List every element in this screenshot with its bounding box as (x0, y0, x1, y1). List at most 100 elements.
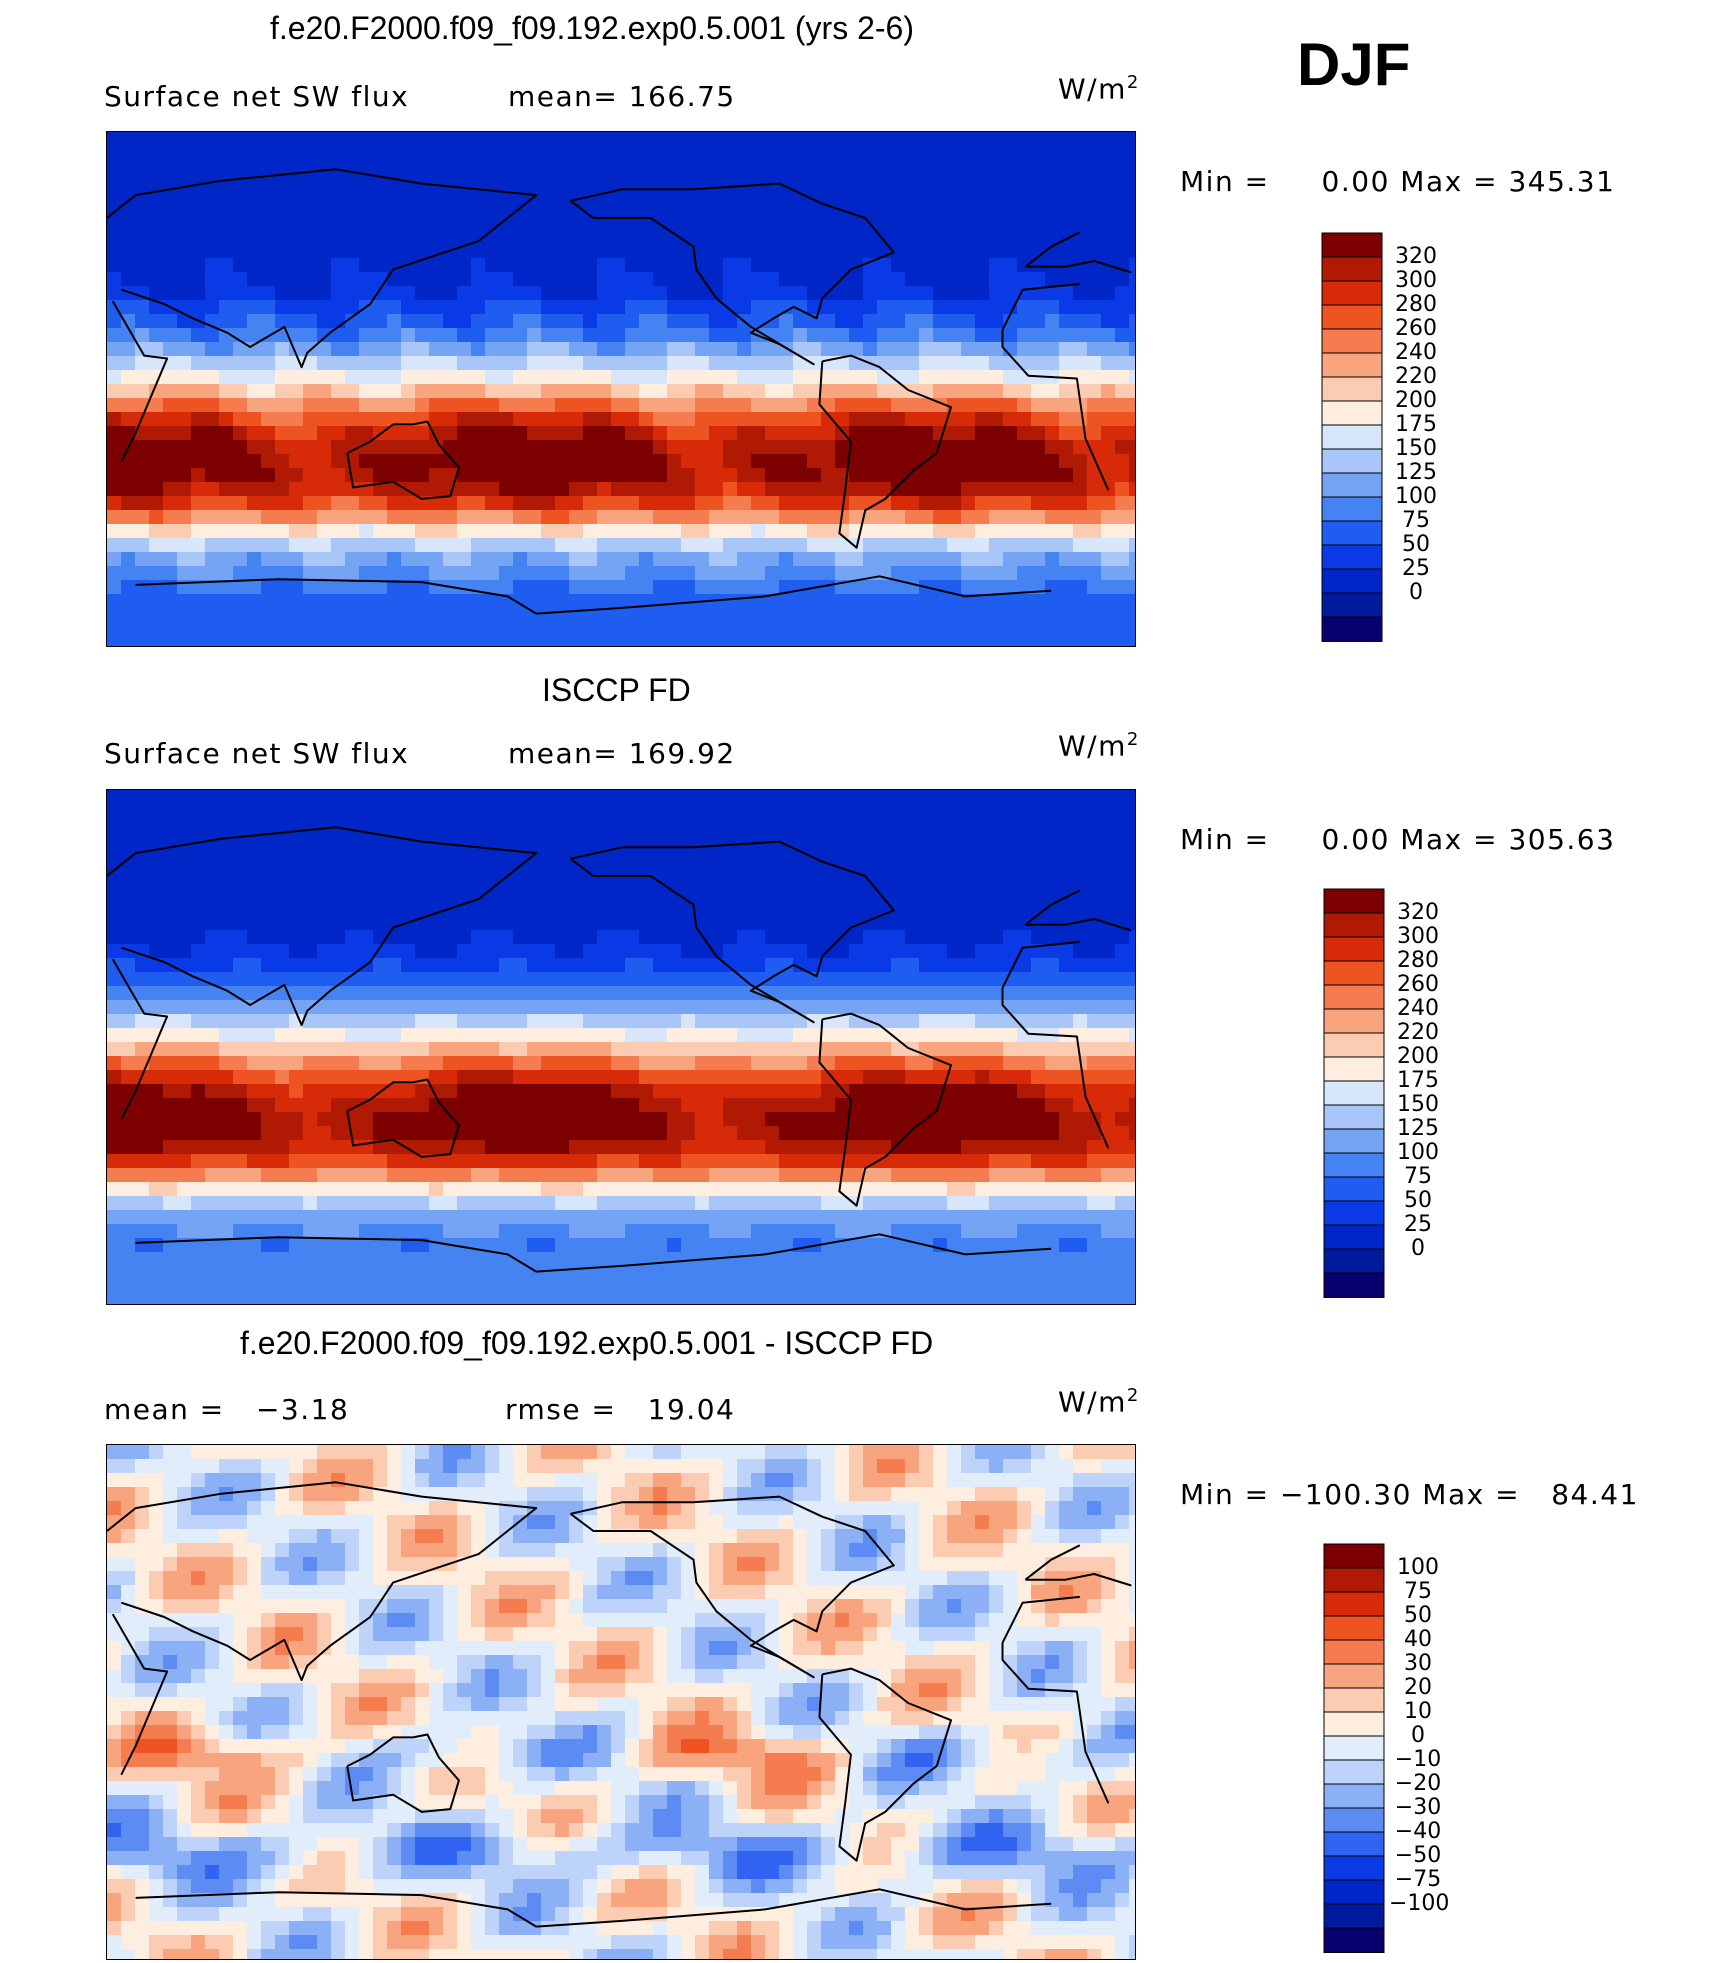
colorbar-swatch (1323, 1615, 1385, 1641)
coastline (1001, 329, 1110, 491)
colorbar-swatch (1321, 376, 1383, 402)
colorbar-tick-label: 150 (1395, 436, 1437, 461)
coastline (111, 958, 169, 1121)
coastline (135, 1236, 537, 1273)
colorbar-swatch (1323, 1567, 1385, 1593)
field-cells (107, 132, 1135, 646)
coastlines (107, 168, 1132, 615)
colorbar-tick-label: 280 (1397, 948, 1439, 973)
colorbar-swatches (1323, 888, 1385, 1298)
colorbar-swatch (1323, 1927, 1385, 1953)
colorbar-tick-label: 220 (1395, 364, 1437, 389)
colorbar-swatch (1321, 352, 1383, 378)
coastline (1024, 231, 1081, 268)
colorbar-tick-label: 260 (1397, 972, 1439, 997)
colorbar-swatch (1323, 960, 1385, 986)
mean-label: mean= 169.92 (508, 737, 736, 770)
colorbar-tick-label: 300 (1395, 268, 1437, 293)
coastlines (107, 826, 1132, 1273)
colorbar-swatch (1321, 280, 1383, 306)
colorbar-tick-label: 0 (1411, 1723, 1425, 1748)
colorbar-swatch (1323, 1224, 1385, 1250)
coastline (569, 840, 895, 1024)
units-label: W/m2 (1058, 729, 1140, 763)
colorbar-tick-label: 175 (1397, 1068, 1439, 1093)
colorbar-swatch (1321, 424, 1383, 450)
colorbar-tick-label: 75 (1404, 1164, 1432, 1189)
colorbar-swatch (1323, 1735, 1385, 1761)
coastline (1001, 1595, 1080, 1644)
panel-title: ISCCP FD (542, 672, 691, 708)
colorbar: 100 75 50 40 30 20 10 0 −10 −20 −30 −40 −50 −75 −100 (1323, 1543, 1449, 1958)
coastline (107, 168, 538, 369)
colorbar-tick-label: 100 (1395, 484, 1437, 509)
variable-label: Surface net SW flux (104, 80, 410, 113)
colorbar-swatch (1323, 1663, 1385, 1689)
coastline (346, 1733, 460, 1813)
colorbar-swatch (1323, 1272, 1385, 1298)
panel-title: f.e20.F2000.f09_f09.192.exp0.5.001 - ISC… (240, 1325, 934, 1361)
colorbar-swatch (1321, 616, 1383, 642)
colorbar-swatch (1323, 1759, 1385, 1785)
colorbar-swatch (1321, 520, 1383, 546)
colorbar-swatch (1323, 1543, 1385, 1569)
colorbar-tick-label: 240 (1397, 996, 1439, 1021)
colorbar-tick-label: 100 (1397, 1140, 1439, 1165)
coastline (818, 1012, 952, 1207)
coastline (818, 1667, 952, 1862)
coastline (818, 354, 952, 549)
map-diff (106, 1444, 1136, 1960)
colorbar-swatch (1321, 448, 1383, 474)
colorbar-tick-label: 40 (1404, 1627, 1432, 1652)
colorbar-tick-label: 10 (1404, 1699, 1432, 1724)
colorbar-tick-label: 25 (1404, 1212, 1432, 1237)
colorbar-swatch (1321, 232, 1383, 258)
colorbar-tick-label: 200 (1395, 388, 1437, 413)
field-cells (107, 1445, 1135, 1959)
colorbar-tick-label: −40 (1394, 1819, 1442, 1844)
colorbar-tick-label: 125 (1395, 460, 1437, 485)
colorbar-tick-label: 50 (1404, 1603, 1432, 1628)
season-label: DJF (1297, 31, 1411, 98)
coastline (1025, 1573, 1132, 1587)
minmax-label: Min = 0.00 Max = 305.63 (1180, 823, 1616, 856)
units-label: W/m2 (1058, 72, 1140, 106)
colorbar-swatch (1323, 1807, 1385, 1833)
colorbar-swatch (1323, 1176, 1385, 1202)
colorbar-swatch (1323, 1831, 1385, 1857)
colorbar-swatch (1323, 1008, 1385, 1034)
colorbar-swatch (1321, 328, 1383, 354)
minmax-label: Min = −100.30 Max = 84.41 (1180, 1478, 1639, 1511)
coastline (1024, 889, 1081, 926)
colorbar-swatch (1323, 1903, 1385, 1929)
map-obs (106, 789, 1136, 1305)
colorbar-tick-label: −50 (1394, 1843, 1442, 1868)
coastline (1001, 987, 1110, 1149)
coastline (1024, 1544, 1081, 1581)
colorbar-swatches (1321, 232, 1383, 642)
colorbar-tick-label: 30 (1404, 1651, 1432, 1676)
colorbar-swatch (1321, 400, 1383, 426)
colorbar-swatch (1323, 1128, 1385, 1154)
colorbar-tick-label: 75 (1404, 1579, 1432, 1604)
coastline (1001, 282, 1080, 331)
colorbar-tick-label: 50 (1402, 532, 1430, 557)
colorbar-swatch (1321, 592, 1383, 618)
coastline (107, 1481, 538, 1682)
colorbar-tick-label: −10 (1394, 1747, 1442, 1772)
colorbar-swatch (1323, 1639, 1385, 1665)
colorbar-tick-label: 100 (1397, 1555, 1439, 1580)
coastline (111, 300, 169, 463)
colorbar-tick-label: 20 (1404, 1675, 1432, 1700)
coastline (569, 1495, 895, 1679)
minmax-label: Min = 0.00 Max = 345.31 (1180, 165, 1616, 198)
panel-title: f.e20.F2000.f09_f09.192.exp0.5.001 (yrs … (270, 10, 914, 46)
colorbar-swatch (1323, 912, 1385, 938)
coastline (1025, 260, 1132, 274)
colorbar-tick-label: 0 (1409, 580, 1423, 605)
coastlines (107, 1481, 1132, 1928)
variable-label: Surface net SW flux (104, 737, 410, 770)
colorbar-tick-label: 0 (1411, 1236, 1425, 1261)
colorbar-tick-label: 220 (1397, 1020, 1439, 1045)
coastline (1001, 1642, 1110, 1804)
